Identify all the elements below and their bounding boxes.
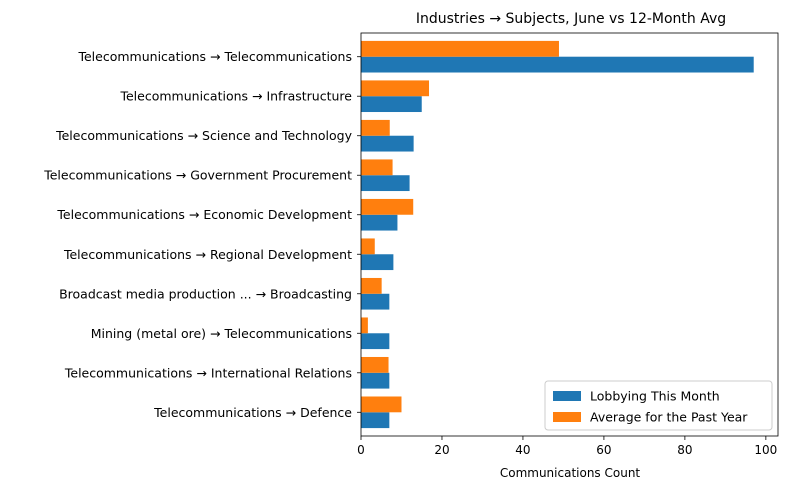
bar-past-year-average: [361, 238, 375, 255]
bar-this-month: [361, 333, 390, 350]
y-tick-label: Telecommunications → Regional Developmen…: [63, 247, 352, 262]
legend-swatch: [553, 412, 581, 422]
bar-this-month: [361, 372, 390, 389]
y-tick-label: Telecommunications → Economic Developmen…: [56, 207, 352, 222]
bar-past-year-average: [361, 317, 368, 334]
x-tick-label: 80: [677, 443, 692, 457]
bar-this-month: [361, 135, 414, 152]
x-axis-label: Communications Count: [500, 466, 641, 480]
legend-label: Average for the Past Year: [590, 410, 748, 425]
y-tick-label: Broadcast media production ... → Broadca…: [59, 286, 352, 301]
bar-past-year-average: [361, 159, 393, 176]
y-tick-label: Telecommunications → Government Procurem…: [43, 168, 352, 183]
y-tick-label: Mining (metal ore) → Telecommunications: [91, 326, 352, 341]
bar-this-month: [361, 214, 398, 231]
y-tick-label: Telecommunications → Defence: [153, 405, 352, 420]
plot-area: Telecommunications → Telecommunications T…: [43, 32, 779, 457]
bar-this-month: [361, 412, 390, 429]
x-tick-label: 0: [357, 443, 365, 457]
y-tick-label: Telecommunications → Telecommunications: [77, 49, 352, 64]
bar-past-year-average: [361, 356, 389, 373]
legend-swatch: [553, 391, 581, 401]
bar-this-month: [361, 293, 390, 310]
bar-this-month: [361, 175, 410, 192]
bar-this-month: [361, 56, 754, 73]
y-tick-label: Telecommunications → International Relat…: [64, 365, 352, 380]
bar-past-year-average: [361, 119, 390, 136]
legend-label: Lobbying This Month: [590, 389, 720, 404]
bar-this-month: [361, 254, 394, 271]
y-tick-label: Telecommunications → Science and Technol…: [55, 128, 353, 143]
legend-box: [544, 380, 773, 431]
x-tick-label: 60: [596, 443, 611, 457]
x-tick-label: 100: [754, 443, 777, 457]
legend: Lobbying This Month Average for the Past …: [544, 380, 773, 431]
bar-past-year-average: [361, 40, 559, 57]
bar-past-year-average: [361, 396, 402, 413]
bar-past-year-average: [361, 80, 430, 97]
axes-frame: [360, 32, 779, 437]
y-tick-label: Telecommunications → Infrastructure: [119, 89, 352, 104]
x-tick-label: 20: [434, 443, 449, 457]
x-tick-label: 40: [515, 443, 530, 457]
bar-this-month: [361, 96, 422, 113]
chart-title: Industries → Subjects, June vs 12-Month …: [416, 11, 726, 27]
bar-past-year-average: [361, 198, 414, 215]
bar-past-year-average: [361, 277, 382, 294]
